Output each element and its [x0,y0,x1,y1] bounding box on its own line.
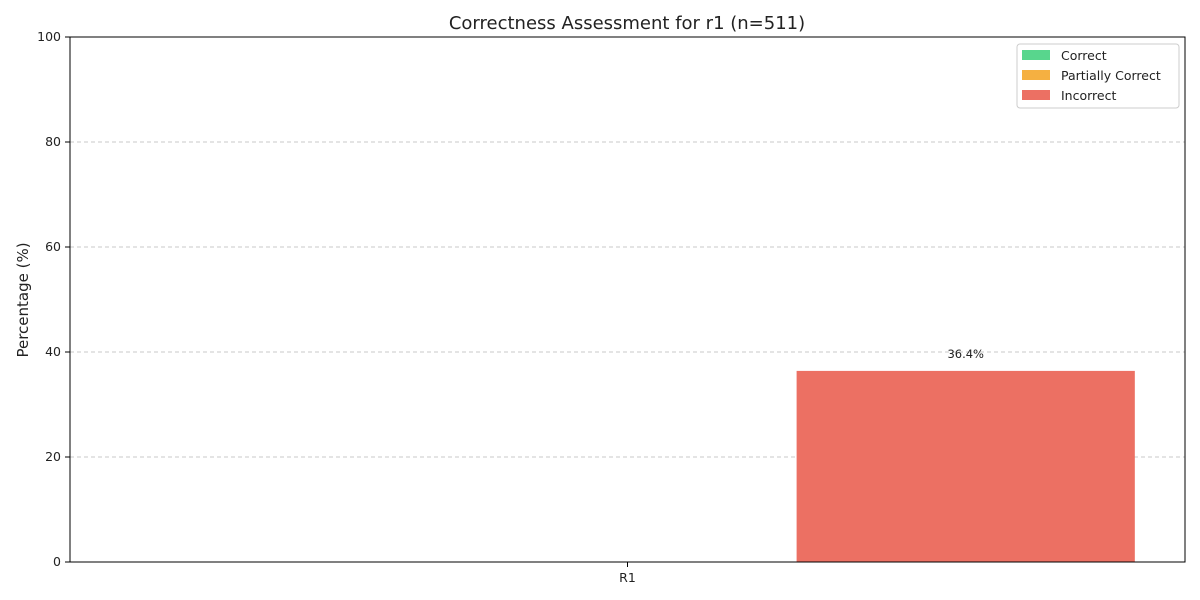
bars [796,370,1135,562]
gridlines [70,141,1185,458]
legend-label: Partially Correct [1061,68,1161,83]
y-tick-label: 20 [45,449,61,464]
y-tick-label: 60 [45,239,61,254]
data-labels: 36.4% [947,347,984,361]
y-axis-ticks: 0 20 40 60 80 100 [37,29,70,569]
legend-label: Correct [1061,48,1107,63]
legend-box [1016,43,1180,109]
legend-swatch [1022,50,1050,60]
chart-title: Correctness Assessment for r1 (n=511) [449,13,805,34]
y-tick-label: 0 [53,554,61,569]
y-tick-label: 80 [45,134,61,149]
legend-swatch [1022,70,1050,80]
legend-label: Incorrect [1061,88,1116,103]
legend-swatch [1022,90,1050,100]
bar-incorrect [796,370,1135,562]
y-axis-label: Percentage (%) [14,242,32,357]
x-axis-ticks: R1 [619,562,636,585]
y-tick-label: 100 [37,29,61,44]
y-tick-label: 40 [45,344,61,359]
x-tick-label: R1 [619,570,636,585]
legend: Correct Partially Correct Incorrect [1016,43,1180,109]
bar-value-label: 36.4% [947,347,984,361]
